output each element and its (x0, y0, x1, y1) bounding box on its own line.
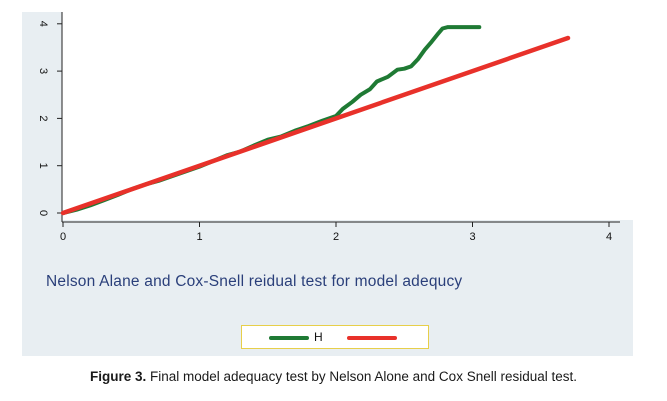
caption-label: Figure 3. (89, 369, 147, 384)
x-tick-label: 2 (333, 231, 339, 243)
figure-caption: Figure 3. Final model adequacy test by N… (0, 369, 667, 384)
legend-label-h: H (314, 330, 323, 344)
y-tick-label: 3 (37, 68, 49, 74)
axes (57, 12, 620, 227)
tick-labels: 0 1 2 3 4 0 1 2 3 4 (37, 21, 612, 243)
y-tick-label: 4 (37, 21, 49, 27)
series-reference-line (60, 35, 571, 216)
x-axis-title: Nelson Alane and Cox-Snell reidual test … (46, 273, 462, 290)
chart-plot: 0 1 2 3 4 0 1 2 3 4 Nelson Alane and Cox-Snell re… (37, 12, 633, 290)
x-tick-label: 3 (469, 231, 475, 243)
series-group (60, 25, 571, 216)
x-tick-label: 0 (60, 231, 66, 243)
x-tick-label: 1 (196, 231, 202, 243)
legend-swatch-fit (347, 336, 397, 340)
caption-text: Final model adequacy test by Nelson Alon… (146, 369, 577, 384)
legend: H (241, 325, 429, 349)
y-tick-label: 2 (37, 115, 49, 121)
x-tick-label: 4 (606, 231, 612, 243)
y-tick-label: 1 (37, 163, 49, 169)
figure-panel: 0 1 2 3 4 0 1 2 3 4 Nelson Alane and Cox-Snell re… (22, 12, 633, 356)
y-tick-label: 0 (37, 210, 49, 216)
legend-swatch-h (269, 336, 309, 340)
